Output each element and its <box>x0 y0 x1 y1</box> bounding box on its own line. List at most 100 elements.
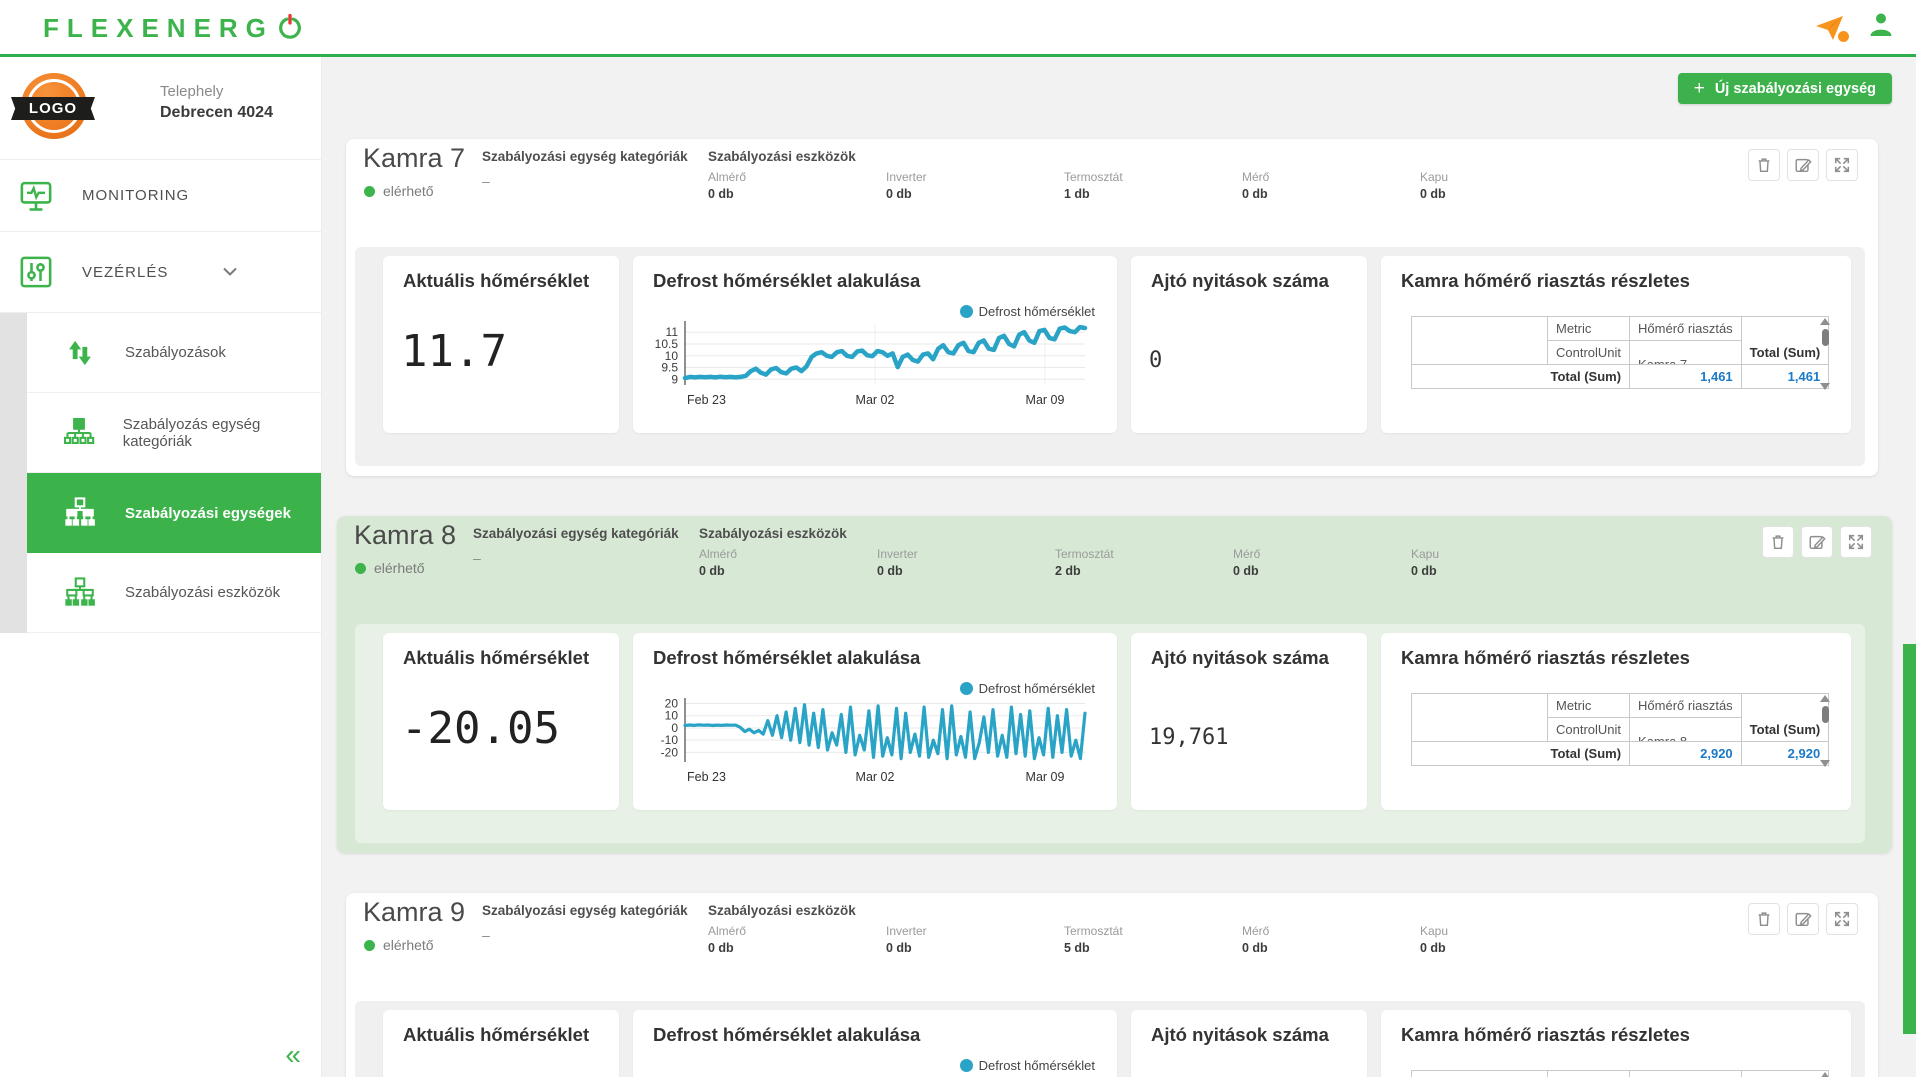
alarm-table-card: Kamra hőmérő riasztás részletes Metric H… <box>1381 1010 1851 1077</box>
top-header: FLEXENERG <box>0 0 1916 54</box>
door-openings-title: Ajtó nyitások száma <box>1151 270 1329 291</box>
device-count: 5 db <box>1064 941 1090 955</box>
monitor-icon <box>18 178 54 214</box>
sidebar-item-label: Szabályozások <box>125 344 226 361</box>
toolbar: + Új szabályozási egység <box>1677 73 1892 104</box>
sidebar-item-vezerles[interactable]: VEZÉRLÉS <box>0 232 321 313</box>
expand-button[interactable] <box>1840 526 1872 558</box>
svg-text:20: 20 <box>665 696 679 710</box>
table-metric-label: Metric <box>1546 1070 1631 1077</box>
delete-button[interactable] <box>1748 149 1780 181</box>
alarm-table-title: Kamra hőmérő riasztás részletes <box>1401 647 1690 668</box>
device-count: 0 db <box>1420 941 1446 955</box>
device-column: Termosztát 2 db <box>1055 547 1233 578</box>
status-label: elérhető <box>383 937 434 953</box>
delete-button[interactable] <box>1748 903 1780 935</box>
door-openings-title: Ajtó nyitások száma <box>1151 1024 1329 1045</box>
brand-logo: FLEXENERG <box>43 11 304 46</box>
table-scrollbar[interactable] <box>1819 1072 1831 1077</box>
categories-value: – <box>482 173 490 189</box>
edit-button[interactable] <box>1801 526 1833 558</box>
device-name: Termosztát <box>1064 170 1123 184</box>
table-scrollbar[interactable] <box>1819 318 1831 390</box>
delete-button[interactable] <box>1762 526 1794 558</box>
scroll-thumb[interactable] <box>1821 329 1829 346</box>
sidebar-item-label: Szabályozás egység kategóriák <box>122 415 261 450</box>
device-count: 0 db <box>1242 941 1268 955</box>
sidebar-collapse-button[interactable]: « <box>285 1039 301 1070</box>
device-column: Mérő 0 db <box>1242 170 1420 201</box>
chart-legend: Defrost hőmérséklet <box>959 304 1095 319</box>
legend-dot-icon <box>959 305 973 318</box>
devices-list: Almérő 0 db Inverter 0 db Termosztát 2 d… <box>699 547 1589 578</box>
current-temp-title: Aktuális hőmérséklet <box>403 1024 590 1045</box>
device-name: Termosztát <box>1064 924 1123 938</box>
sidebar-item-kategoriak[interactable]: Szabályozás egység kategóriák <box>27 393 321 473</box>
edit-button[interactable] <box>1787 149 1819 181</box>
kamra-card[interactable]: Kamra 8 elérhető Szabályozási egység kat… <box>337 516 1892 853</box>
scroll-up-icon[interactable] <box>1820 318 1830 325</box>
defrost-chart-card: Defrost hőmérséklet alakulása Defrost hő… <box>633 256 1117 433</box>
notifications-icon[interactable] <box>1814 13 1850 43</box>
table-scrollbar[interactable] <box>1819 695 1831 767</box>
device-name: Termosztát <box>1055 547 1114 561</box>
table-empty-cell <box>1411 693 1548 742</box>
scroll-down-icon[interactable] <box>1820 383 1830 390</box>
scroll-up-icon[interactable] <box>1820 695 1830 702</box>
page-scrollbar-thumb[interactable] <box>1903 644 1916 1034</box>
org-chart-icon <box>61 496 99 530</box>
legend-label: Defrost hőmérséklet <box>978 681 1095 696</box>
alarm-pivot-table: Metric Hőmérő riasztás Total (Sum) Contr… <box>1411 1070 1830 1077</box>
sidebar-item-eszkozok[interactable]: Szabályozási eszközök <box>27 553 321 633</box>
expand-button[interactable] <box>1826 149 1858 181</box>
new-unit-button[interactable]: + Új szabályozási egység <box>1677 73 1892 104</box>
device-column: Kapu 0 db <box>1420 170 1598 201</box>
alarm-pivot-table: Metric Hőmérő riasztás Total (Sum) Contr… <box>1410 693 1830 766</box>
device-name: Inverter <box>886 924 927 938</box>
svg-text:Feb 23: Feb 23 <box>687 393 726 407</box>
expand-button[interactable] <box>1826 903 1858 935</box>
kamra-title: Kamra 9 <box>363 897 466 927</box>
up-down-arrows-icon <box>61 336 99 370</box>
chart-legend: Defrost hőmérséklet <box>959 681 1095 696</box>
table-total-header: Total (Sum) <box>1740 1070 1830 1077</box>
defrost-chart-title: Defrost hőmérséklet alakulása <box>653 270 921 291</box>
site-label: Telephely <box>160 83 224 100</box>
device-count: 0 db <box>708 187 734 201</box>
scroll-down-icon[interactable] <box>1820 760 1830 767</box>
current-temp-value: 11.7 <box>401 326 507 377</box>
sidebar-item-egysegek[interactable]: Szabályozási egységek <box>27 473 321 553</box>
svg-text:-10: -10 <box>661 733 679 747</box>
table-metric-label: Metric <box>1546 693 1631 718</box>
device-name: Kapu <box>1411 547 1440 561</box>
device-name: Kapu <box>1420 924 1449 938</box>
org-chart-icon <box>61 416 97 450</box>
sidebar-item-monitoring[interactable]: MONITORING <box>0 160 321 232</box>
device-name: Almérő <box>708 924 747 938</box>
device-name: Mérő <box>1233 547 1261 561</box>
sidebar: LOGO Telephely Debrecen 4024 MONITORING <box>0 57 322 1077</box>
chart-legend: Defrost hőmérséklet <box>959 1058 1095 1073</box>
device-count: 0 db <box>1420 187 1446 201</box>
devices-list: Almérő 0 db Inverter 0 db Termosztát 1 d… <box>708 170 1598 201</box>
scroll-up-icon[interactable] <box>1820 1072 1830 1077</box>
device-name: Kapu <box>1420 170 1449 184</box>
kamra-card[interactable]: Kamra 9 elérhető Szabályozási egység kat… <box>346 893 1878 1077</box>
sidebar-item-szabalyozasok[interactable]: Szabályozások <box>27 313 321 393</box>
table-total-header: Total (Sum) <box>1740 693 1830 742</box>
device-column: Inverter 0 db <box>886 924 1064 955</box>
devices-header: Szabályozási eszközök <box>708 149 856 164</box>
device-column: Almérő 0 db <box>699 547 877 578</box>
kamra-card[interactable]: Kamra 7 elérhető Szabályozási egység kat… <box>346 139 1878 476</box>
chevron-down-icon[interactable] <box>223 263 237 281</box>
legend-dot-icon <box>959 682 973 695</box>
current-temp-card: Aktuális hőmérséklet <box>383 1010 619 1077</box>
scroll-thumb[interactable] <box>1821 706 1829 723</box>
kamra-title: Kamra 8 <box>354 520 457 550</box>
edit-button[interactable] <box>1787 903 1819 935</box>
user-icon[interactable] <box>1868 12 1894 43</box>
sidebar-item-label: MONITORING <box>82 187 190 204</box>
table-unit-cell: Kamra 7 <box>1629 340 1742 365</box>
device-column: Mérő 0 db <box>1233 547 1411 578</box>
